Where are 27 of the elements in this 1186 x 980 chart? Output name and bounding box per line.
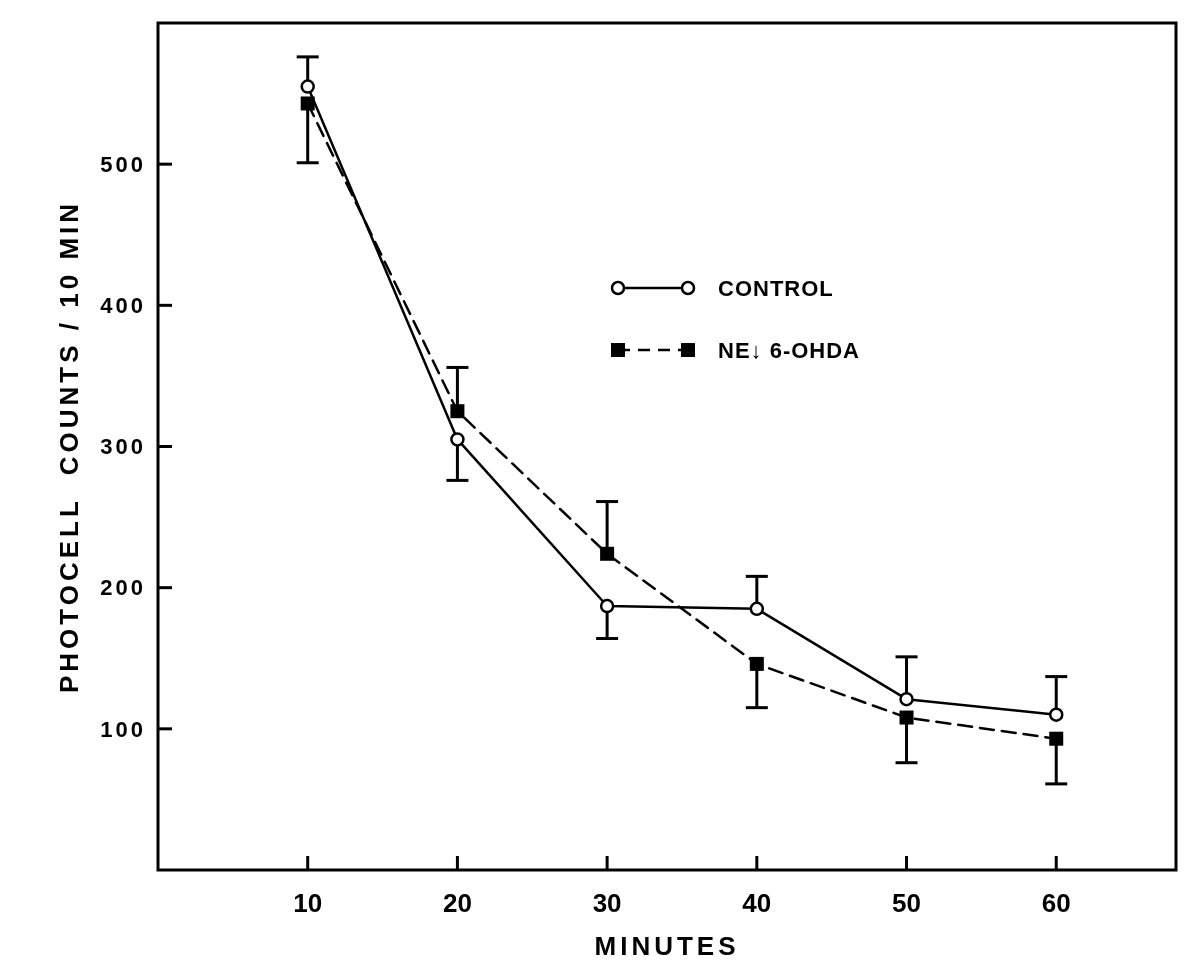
y-tick-label: 200	[100, 575, 146, 601]
point	[450, 432, 465, 447]
x-tick-label: 40	[742, 888, 772, 918]
point	[300, 79, 315, 94]
point	[749, 656, 764, 671]
x-tick-label: 50	[892, 888, 921, 918]
point	[599, 598, 615, 614]
y-tick-label: 100	[100, 716, 146, 742]
legend-label: CONTROL	[718, 275, 834, 301]
x-tick-label: 30	[592, 888, 622, 918]
x-tick-label: 10	[293, 888, 323, 918]
point	[600, 546, 615, 561]
point	[450, 404, 465, 419]
point	[899, 691, 914, 707]
y-tick-label: 300	[100, 434, 146, 460]
x-axis-title: MINUTES	[594, 931, 740, 961]
point	[1049, 731, 1064, 746]
y-axis-title: PHOTOCELL COUNTS / 10 MIN	[54, 199, 84, 694]
legend-label: NE↓ 6-OHDA	[718, 337, 861, 363]
point	[899, 710, 914, 725]
x-tick-label: 20	[442, 888, 472, 918]
x-tick-label: 60	[1041, 888, 1071, 918]
point	[1048, 707, 1064, 722]
point	[300, 96, 315, 111]
point	[749, 601, 765, 617]
y-tick-label: 500	[100, 151, 146, 177]
y-tick-label: 400	[100, 293, 146, 319]
